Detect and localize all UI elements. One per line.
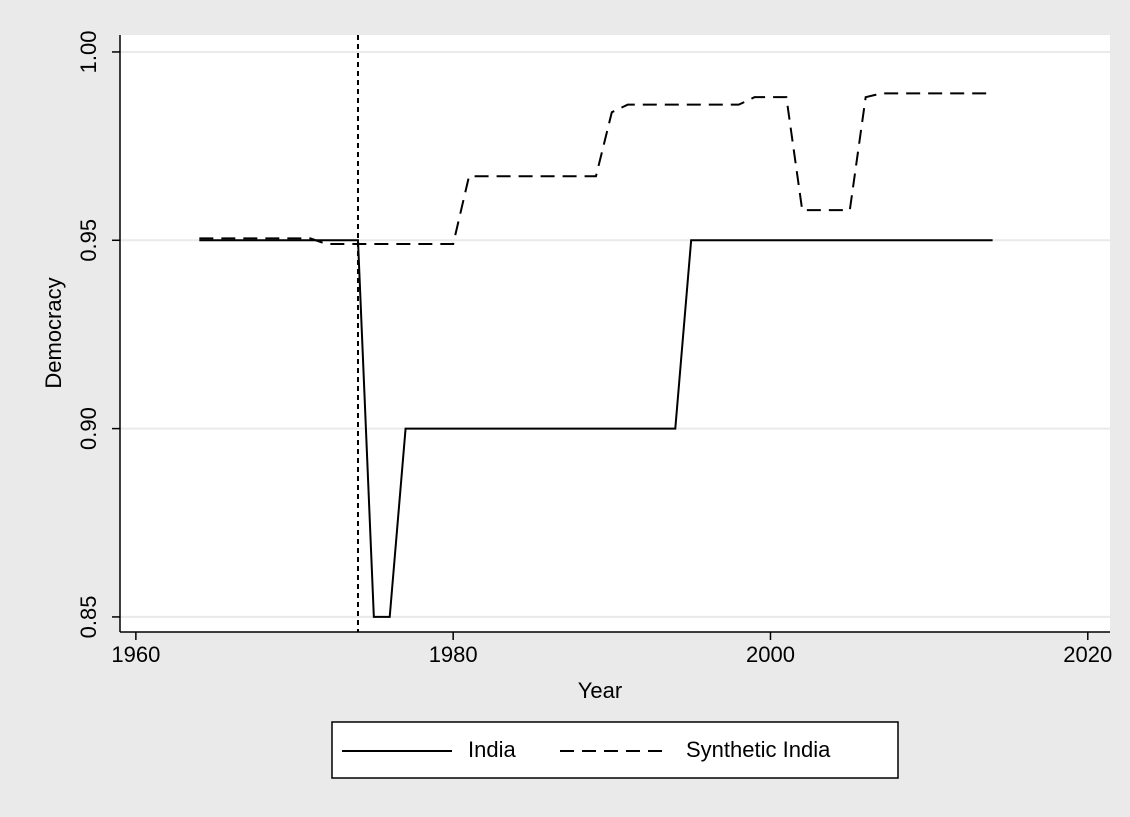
x-tick-label: 1960 — [111, 642, 160, 667]
y-tick-label: 1.00 — [76, 31, 101, 74]
x-axis-title: Year — [578, 678, 622, 703]
legend-label: India — [468, 737, 516, 762]
x-tick-label: 2000 — [746, 642, 795, 667]
series-line — [199, 239, 993, 618]
y-tick-label: 0.95 — [76, 219, 101, 262]
plot-area — [120, 35, 1110, 632]
y-axis-title: Democracy — [41, 277, 66, 388]
y-tick-label: 0.90 — [76, 407, 101, 450]
legend-label: Synthetic India — [686, 737, 831, 762]
series-line — [199, 92, 993, 246]
x-tick-label: 1980 — [429, 642, 478, 667]
x-tick-label: 2020 — [1063, 642, 1112, 667]
y-tick-label: 0.85 — [76, 596, 101, 639]
